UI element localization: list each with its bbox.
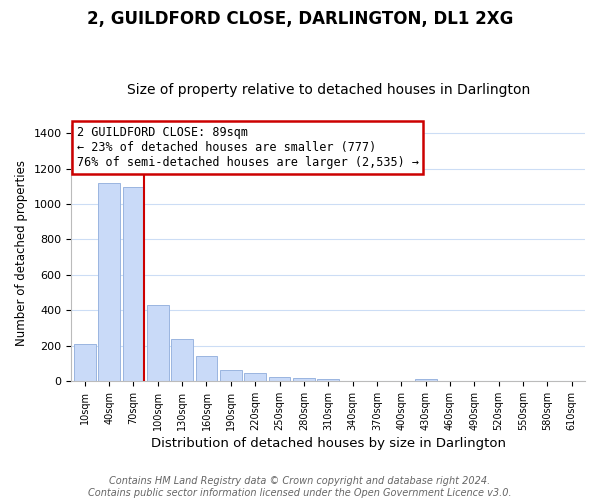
Bar bbox=[98, 183, 120, 381]
Bar bbox=[122, 188, 145, 381]
Y-axis label: Number of detached properties: Number of detached properties bbox=[15, 160, 28, 346]
Bar bbox=[317, 379, 339, 381]
X-axis label: Distribution of detached houses by size in Darlington: Distribution of detached houses by size … bbox=[151, 437, 506, 450]
Bar bbox=[244, 372, 266, 381]
Bar bbox=[74, 344, 96, 381]
Bar bbox=[269, 377, 290, 381]
Text: Contains HM Land Registry data © Crown copyright and database right 2024.
Contai: Contains HM Land Registry data © Crown c… bbox=[88, 476, 512, 498]
Text: 2, GUILDFORD CLOSE, DARLINGTON, DL1 2XG: 2, GUILDFORD CLOSE, DARLINGTON, DL1 2XG bbox=[87, 10, 513, 28]
Bar bbox=[220, 370, 242, 381]
Bar bbox=[147, 305, 169, 381]
Bar bbox=[293, 378, 315, 381]
Bar bbox=[415, 380, 437, 381]
Text: 2 GUILDFORD CLOSE: 89sqm
← 23% of detached houses are smaller (777)
76% of semi-: 2 GUILDFORD CLOSE: 89sqm ← 23% of detach… bbox=[77, 126, 419, 169]
Bar bbox=[196, 356, 217, 381]
Title: Size of property relative to detached houses in Darlington: Size of property relative to detached ho… bbox=[127, 83, 530, 97]
Bar bbox=[171, 338, 193, 381]
